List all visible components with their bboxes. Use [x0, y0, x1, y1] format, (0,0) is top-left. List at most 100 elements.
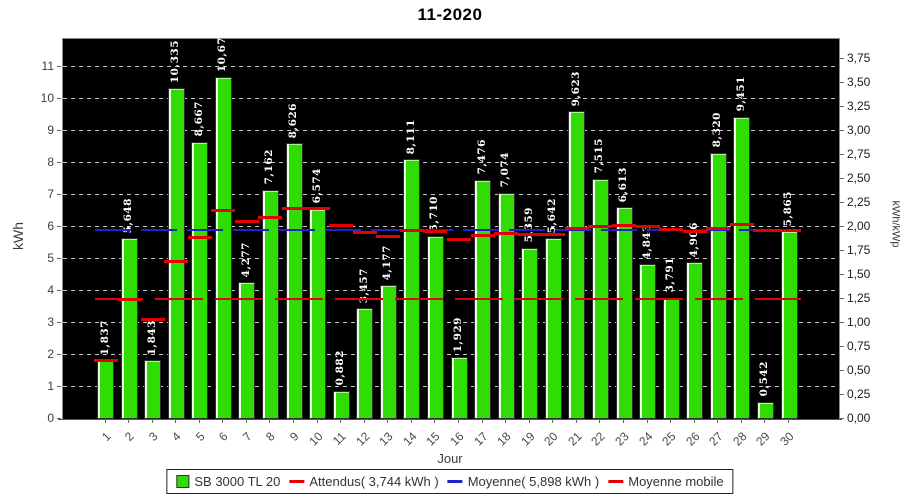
bar-day-23	[615, 207, 633, 419]
y-left-tick-label: 11	[41, 59, 54, 73]
y-right-tick-mark	[840, 82, 844, 83]
y-left-tick-mark	[57, 258, 61, 259]
bar-day-29	[756, 401, 774, 419]
moyenne-mobile-dash	[635, 225, 660, 229]
bar-day-1	[97, 360, 114, 419]
bar-day-24	[639, 264, 657, 419]
moyenne-mobile-dash	[211, 209, 236, 213]
y-left-tick-mark	[57, 98, 61, 99]
bar-value-label: 1,929	[452, 316, 465, 353]
moyenne-mobile-dash	[729, 222, 754, 226]
bar-value-label: 10,673	[216, 29, 229, 73]
y-right-tick-mark	[840, 274, 844, 275]
bar-value-label: 8,320	[711, 112, 724, 148]
x-tick-mark	[245, 419, 247, 423]
legend-item: Attendus( 3,744 kWh )	[289, 474, 439, 489]
y-left-tick-mark	[57, 290, 61, 291]
moyenne-mobile-dash	[140, 318, 165, 322]
y-right-tick-mark	[840, 418, 844, 419]
x-tick-mark	[387, 419, 389, 423]
bar-day-30	[780, 231, 798, 419]
bar-value-label: 1,843	[145, 319, 158, 356]
bar-value-label: 6,574	[310, 168, 323, 204]
y-left-tick-label: 1	[47, 379, 54, 393]
moyenne-mobile-dash	[588, 224, 613, 228]
x-tick-mark	[128, 419, 130, 423]
grid-line	[63, 354, 839, 355]
bar-value-label: 0,542	[758, 361, 771, 397]
bar-day-25	[662, 297, 680, 419]
x-tick-mark	[623, 419, 625, 423]
y-left-tick-label: 3	[47, 315, 54, 329]
y-left-tick-label: 4	[47, 283, 54, 297]
moyenne-mobile-dash	[612, 223, 637, 227]
x-tick-mark	[222, 419, 224, 423]
x-tick-mark	[505, 419, 507, 423]
grid-line	[63, 98, 839, 99]
grid-line	[63, 194, 839, 195]
bar-day-8	[261, 189, 279, 419]
legend-dash-icon	[289, 480, 305, 483]
moyenne-mobile-dash	[659, 228, 684, 232]
y-right-tick-mark	[840, 106, 844, 107]
y-left-tick-mark	[57, 226, 61, 227]
y-right-tick-mark	[840, 178, 844, 179]
x-tick-mark	[434, 419, 436, 423]
bar-day-9	[285, 142, 303, 419]
y-right-tick-label: 3,50	[847, 75, 871, 89]
grid-line	[63, 258, 839, 259]
x-tick-mark	[410, 419, 412, 423]
x-axis-line	[58, 419, 842, 420]
bar-value-label: 8,626	[287, 102, 300, 138]
x-tick-mark	[340, 419, 342, 423]
bar-value-label: 4,906	[687, 221, 700, 258]
y-right-tick-label: 0,00	[847, 411, 871, 425]
legend-dash-icon	[608, 480, 624, 483]
y-left-tick-mark	[57, 194, 61, 195]
x-tick-mark	[528, 419, 530, 423]
x-tick-mark	[670, 419, 672, 423]
bar-day-13	[379, 285, 397, 419]
y-right-tick-label: 1,75	[847, 243, 871, 257]
bar-value-label: 4,277	[239, 241, 252, 278]
bar-value-label: 7,162	[263, 149, 276, 185]
y-left-tick-label: 0	[47, 411, 54, 425]
x-tick-mark	[788, 419, 790, 423]
bar-day-15	[426, 236, 444, 419]
y-left-tick-label: 10	[40, 91, 54, 105]
bar-day-20	[544, 238, 562, 419]
x-tick-mark	[646, 419, 648, 423]
y-left-tick-label: 5	[47, 251, 54, 265]
x-tick-mark	[198, 419, 200, 423]
bar-value-label: 4,177	[381, 244, 394, 281]
chart-title: 11-2020	[417, 5, 483, 24]
moyenne-mobile-dash	[187, 236, 212, 240]
moyenne-mobile-dash	[423, 229, 448, 233]
x-tick-mark	[740, 419, 742, 423]
moyenne-mobile-dash	[447, 237, 472, 241]
grid-line	[63, 226, 839, 227]
y-right-tick-label: 2,75	[847, 147, 871, 161]
legend-label: Attendus( 3,744 kWh )	[309, 474, 439, 489]
grid-line	[63, 322, 839, 323]
moyenne-mobile-dash	[376, 234, 401, 238]
x-tick-mark	[575, 419, 577, 423]
moyenne-mobile-dash	[470, 234, 495, 238]
bar-day-10	[309, 208, 327, 419]
x-tick-mark	[293, 419, 295, 423]
y-left-tick-label: 6	[47, 219, 54, 233]
y-right-tick-mark	[840, 370, 844, 371]
moyenne-mobile-dash	[777, 228, 802, 232]
y-left-tick-mark	[57, 386, 61, 387]
y-left-tick-mark	[57, 66, 61, 67]
bar-value-label: 7,476	[475, 139, 488, 175]
moyenne-mobile-dash	[117, 297, 142, 301]
y-right-tick-mark	[840, 58, 844, 59]
y2-axis-title-kwh-kwp: kWh/kWp	[889, 200, 900, 248]
bar-day-4	[167, 88, 185, 419]
moyenne-mobile-dash	[282, 207, 307, 211]
y-left-tick-label: 7	[47, 187, 54, 201]
bar-day-2	[120, 238, 138, 419]
y-left-tick-mark	[57, 322, 61, 323]
moyenne-mobile-dash	[329, 223, 354, 227]
